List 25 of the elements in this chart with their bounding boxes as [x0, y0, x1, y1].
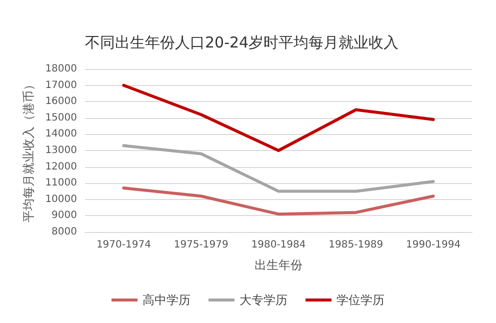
- y-tick-label: 13000: [45, 145, 77, 156]
- legend-label: 高中学历: [142, 293, 190, 307]
- y-tick-label: 17000: [45, 80, 77, 91]
- y-tick-label: 9000: [52, 210, 77, 222]
- y-tick-label: 16000: [45, 96, 77, 108]
- chart-title: 不同出生年份人口20-24岁时平均每月就业收入: [85, 34, 399, 52]
- x-tick-label: 1985-1989: [328, 240, 384, 250]
- y-tick-label: 12000: [45, 161, 77, 172]
- y-tick-label: 14000: [45, 128, 77, 140]
- line-series: [122, 144, 435, 193]
- line-series: [122, 84, 435, 152]
- y-tick-label: 15000: [45, 112, 77, 124]
- legend-label: 学位学历: [336, 293, 384, 307]
- y-tick-label: 18000: [45, 64, 77, 74]
- y-tick-label: 10000: [45, 194, 77, 205]
- y-axis-title: 平均每月就业收入（港币）: [21, 78, 36, 222]
- x-tick-label: 1980-1984: [251, 240, 306, 250]
- x-tick-label: 1975-1979: [174, 240, 228, 250]
- line-series: [122, 186, 435, 216]
- x-tick-label: 1990-1994: [406, 240, 461, 250]
- y-tick-label: 11000: [45, 178, 77, 189]
- x-axis-title: 出生年份: [254, 258, 302, 272]
- legend-label: 大专学历: [240, 293, 288, 307]
- x-tick-label: 1970-1974: [96, 240, 151, 250]
- y-tick-label: 8000: [52, 226, 77, 238]
